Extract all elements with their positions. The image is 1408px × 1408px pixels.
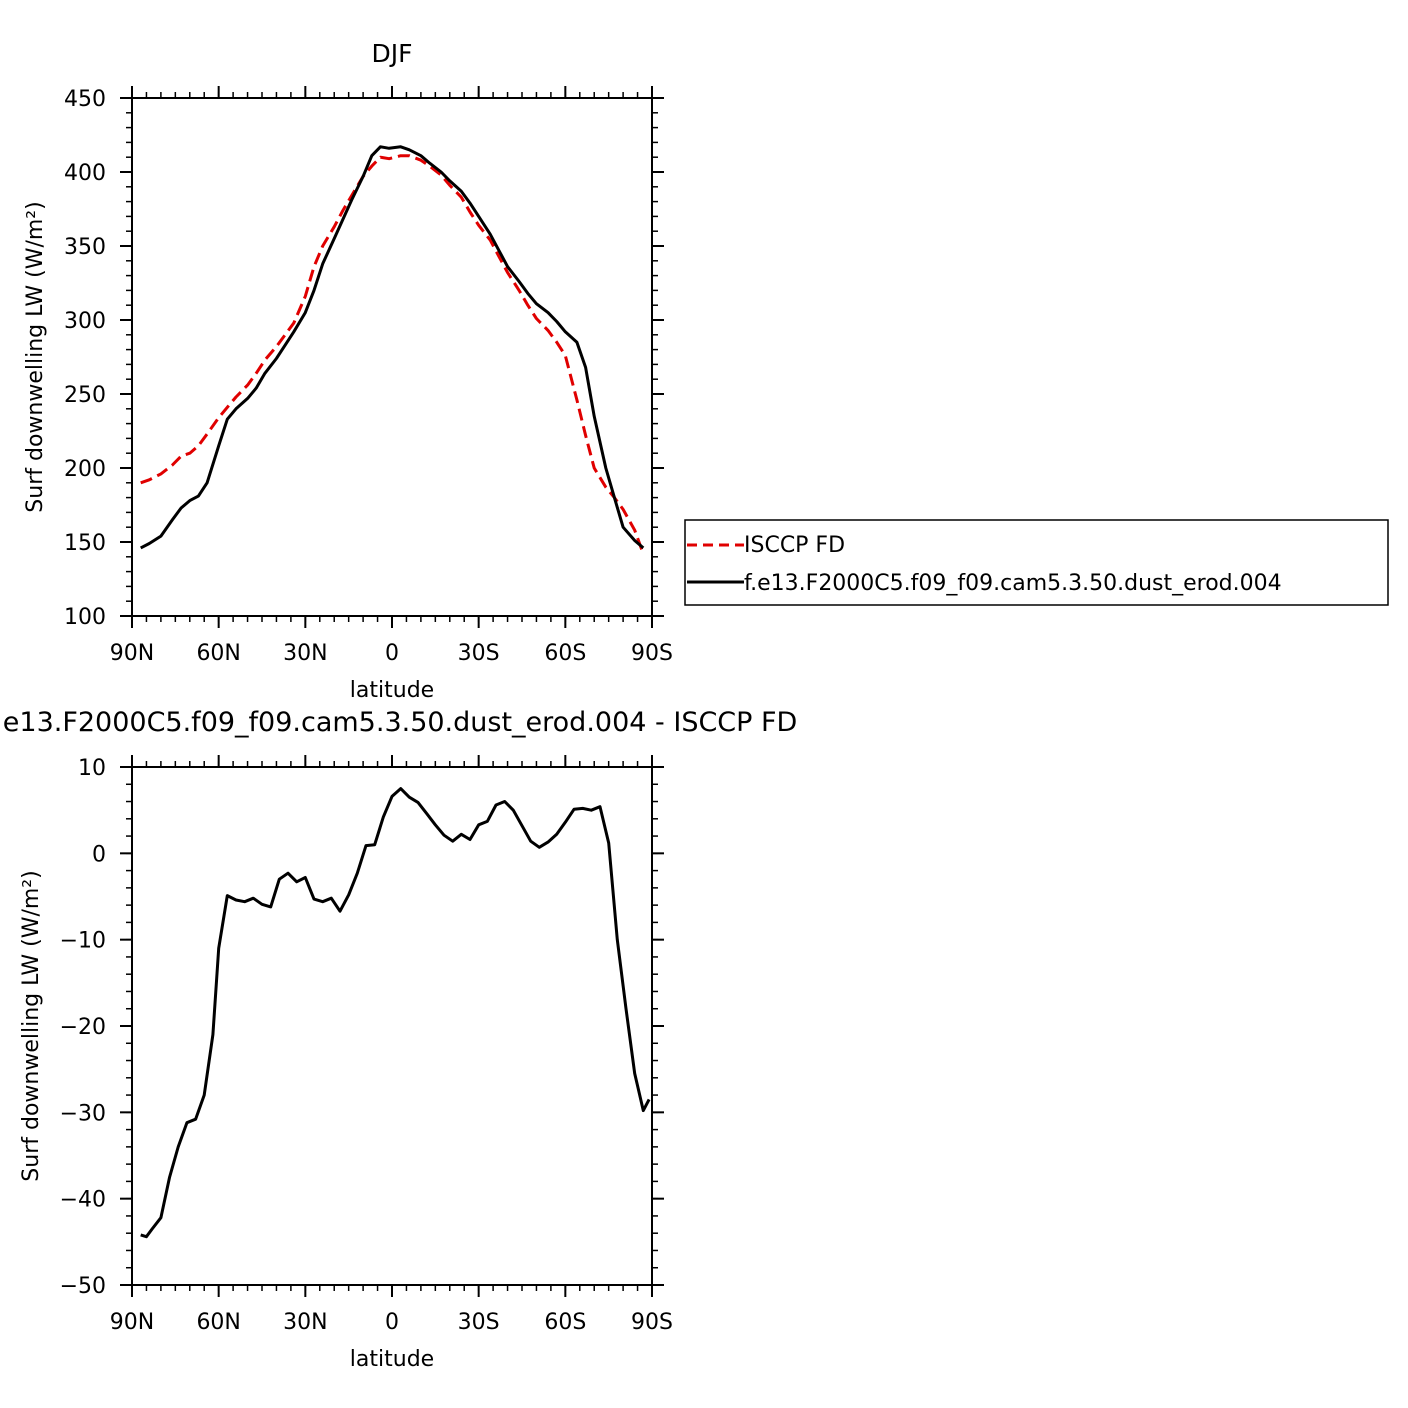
top-y-tick-label: 450	[64, 87, 106, 112]
bottom-x-tick-label: 0	[385, 1310, 399, 1335]
bottom-y-tick-label: −50	[60, 1274, 106, 1299]
bottom-y-tick-label: −10	[60, 929, 106, 954]
top-y-tick-label: 200	[64, 457, 106, 482]
top-x-axis-label: latitude	[350, 678, 434, 703]
legend-label-isccp: ISCCP FD	[744, 533, 845, 558]
top-series-line-1	[140, 145, 645, 550]
bottom-y-tick-label: −20	[60, 1015, 106, 1040]
top-y-tick-label: 300	[64, 309, 106, 334]
top-x-tick-label: 30N	[283, 641, 327, 666]
bottom-x-tick-label: 30N	[283, 1310, 327, 1335]
bottom-series	[140, 787, 651, 1239]
bottom-panel: f.e13.F2000C5.f09_f09.cam5.3.50.dust_ero…	[0, 707, 797, 1372]
top-x-tick-label: 30S	[458, 641, 500, 666]
bottom-plot-frame	[131, 766, 653, 1286]
bottom-x-tick-label: 90S	[631, 1310, 673, 1335]
top-tick-labels: 90N 60N 30N 0 30S 60S 90S 100 150 200 250 300 350 400…	[64, 87, 673, 666]
top-y-tick-label: 250	[64, 383, 106, 408]
top-y-axis-label: Surf downwelling LW (W/m²)	[23, 201, 48, 512]
bottom-series-line-0	[140, 787, 651, 1239]
legend-box	[684, 519, 1389, 606]
bottom-x-tick-label: 90N	[110, 1310, 154, 1335]
top-y-tick-label: 400	[64, 161, 106, 186]
bottom-x-tick-label: 60S	[544, 1310, 586, 1335]
bottom-y-axis-label: Surf downwelling LW (W/m²)	[19, 870, 44, 1181]
top-chart-title: DJF	[371, 39, 412, 68]
top-series-line-0	[140, 154, 645, 555]
bottom-x-tick-label: 60N	[196, 1310, 240, 1335]
top-y-tick-label: 100	[64, 605, 106, 630]
top-x-tick-label: 0	[385, 641, 399, 666]
legend-label-model: f.e13.F2000C5.f09_f09.cam5.3.50.dust_ero…	[744, 571, 1282, 596]
top-y-tick-label: 350	[64, 235, 106, 260]
top-x-tick-label: 60S	[544, 641, 586, 666]
top-panel: DJF Surf downwelling LW (W/m²) latitude …	[23, 39, 673, 703]
top-series	[140, 145, 645, 555]
top-y-tick-label: 150	[64, 531, 106, 556]
bottom-y-tick-label: −30	[60, 1101, 106, 1126]
top-x-tick-label: 60N	[196, 641, 240, 666]
bottom-y-tick-label: −40	[60, 1188, 106, 1213]
legend: ISCCP FD f.e13.F2000C5.f09_f09.cam5.3.50…	[684, 519, 1389, 606]
bottom-chart-title: f.e13.F2000C5.f09_f09.cam5.3.50.dust_ero…	[0, 707, 797, 738]
bottom-ticks	[120, 755, 664, 1297]
bottom-y-tick-label: 10	[78, 756, 106, 781]
bottom-tick-labels: 90N 60N 30N 0 30S 60S 90S −50 −40 −30 −20 −10 0 10	[60, 756, 673, 1335]
bottom-y-tick-label: 0	[92, 842, 106, 867]
top-plot-frame	[131, 97, 653, 617]
top-x-tick-label: 90S	[631, 641, 673, 666]
bottom-x-axis-label: latitude	[350, 1347, 434, 1372]
top-x-tick-label: 90N	[110, 641, 154, 666]
bottom-x-tick-label: 30S	[458, 1310, 500, 1335]
